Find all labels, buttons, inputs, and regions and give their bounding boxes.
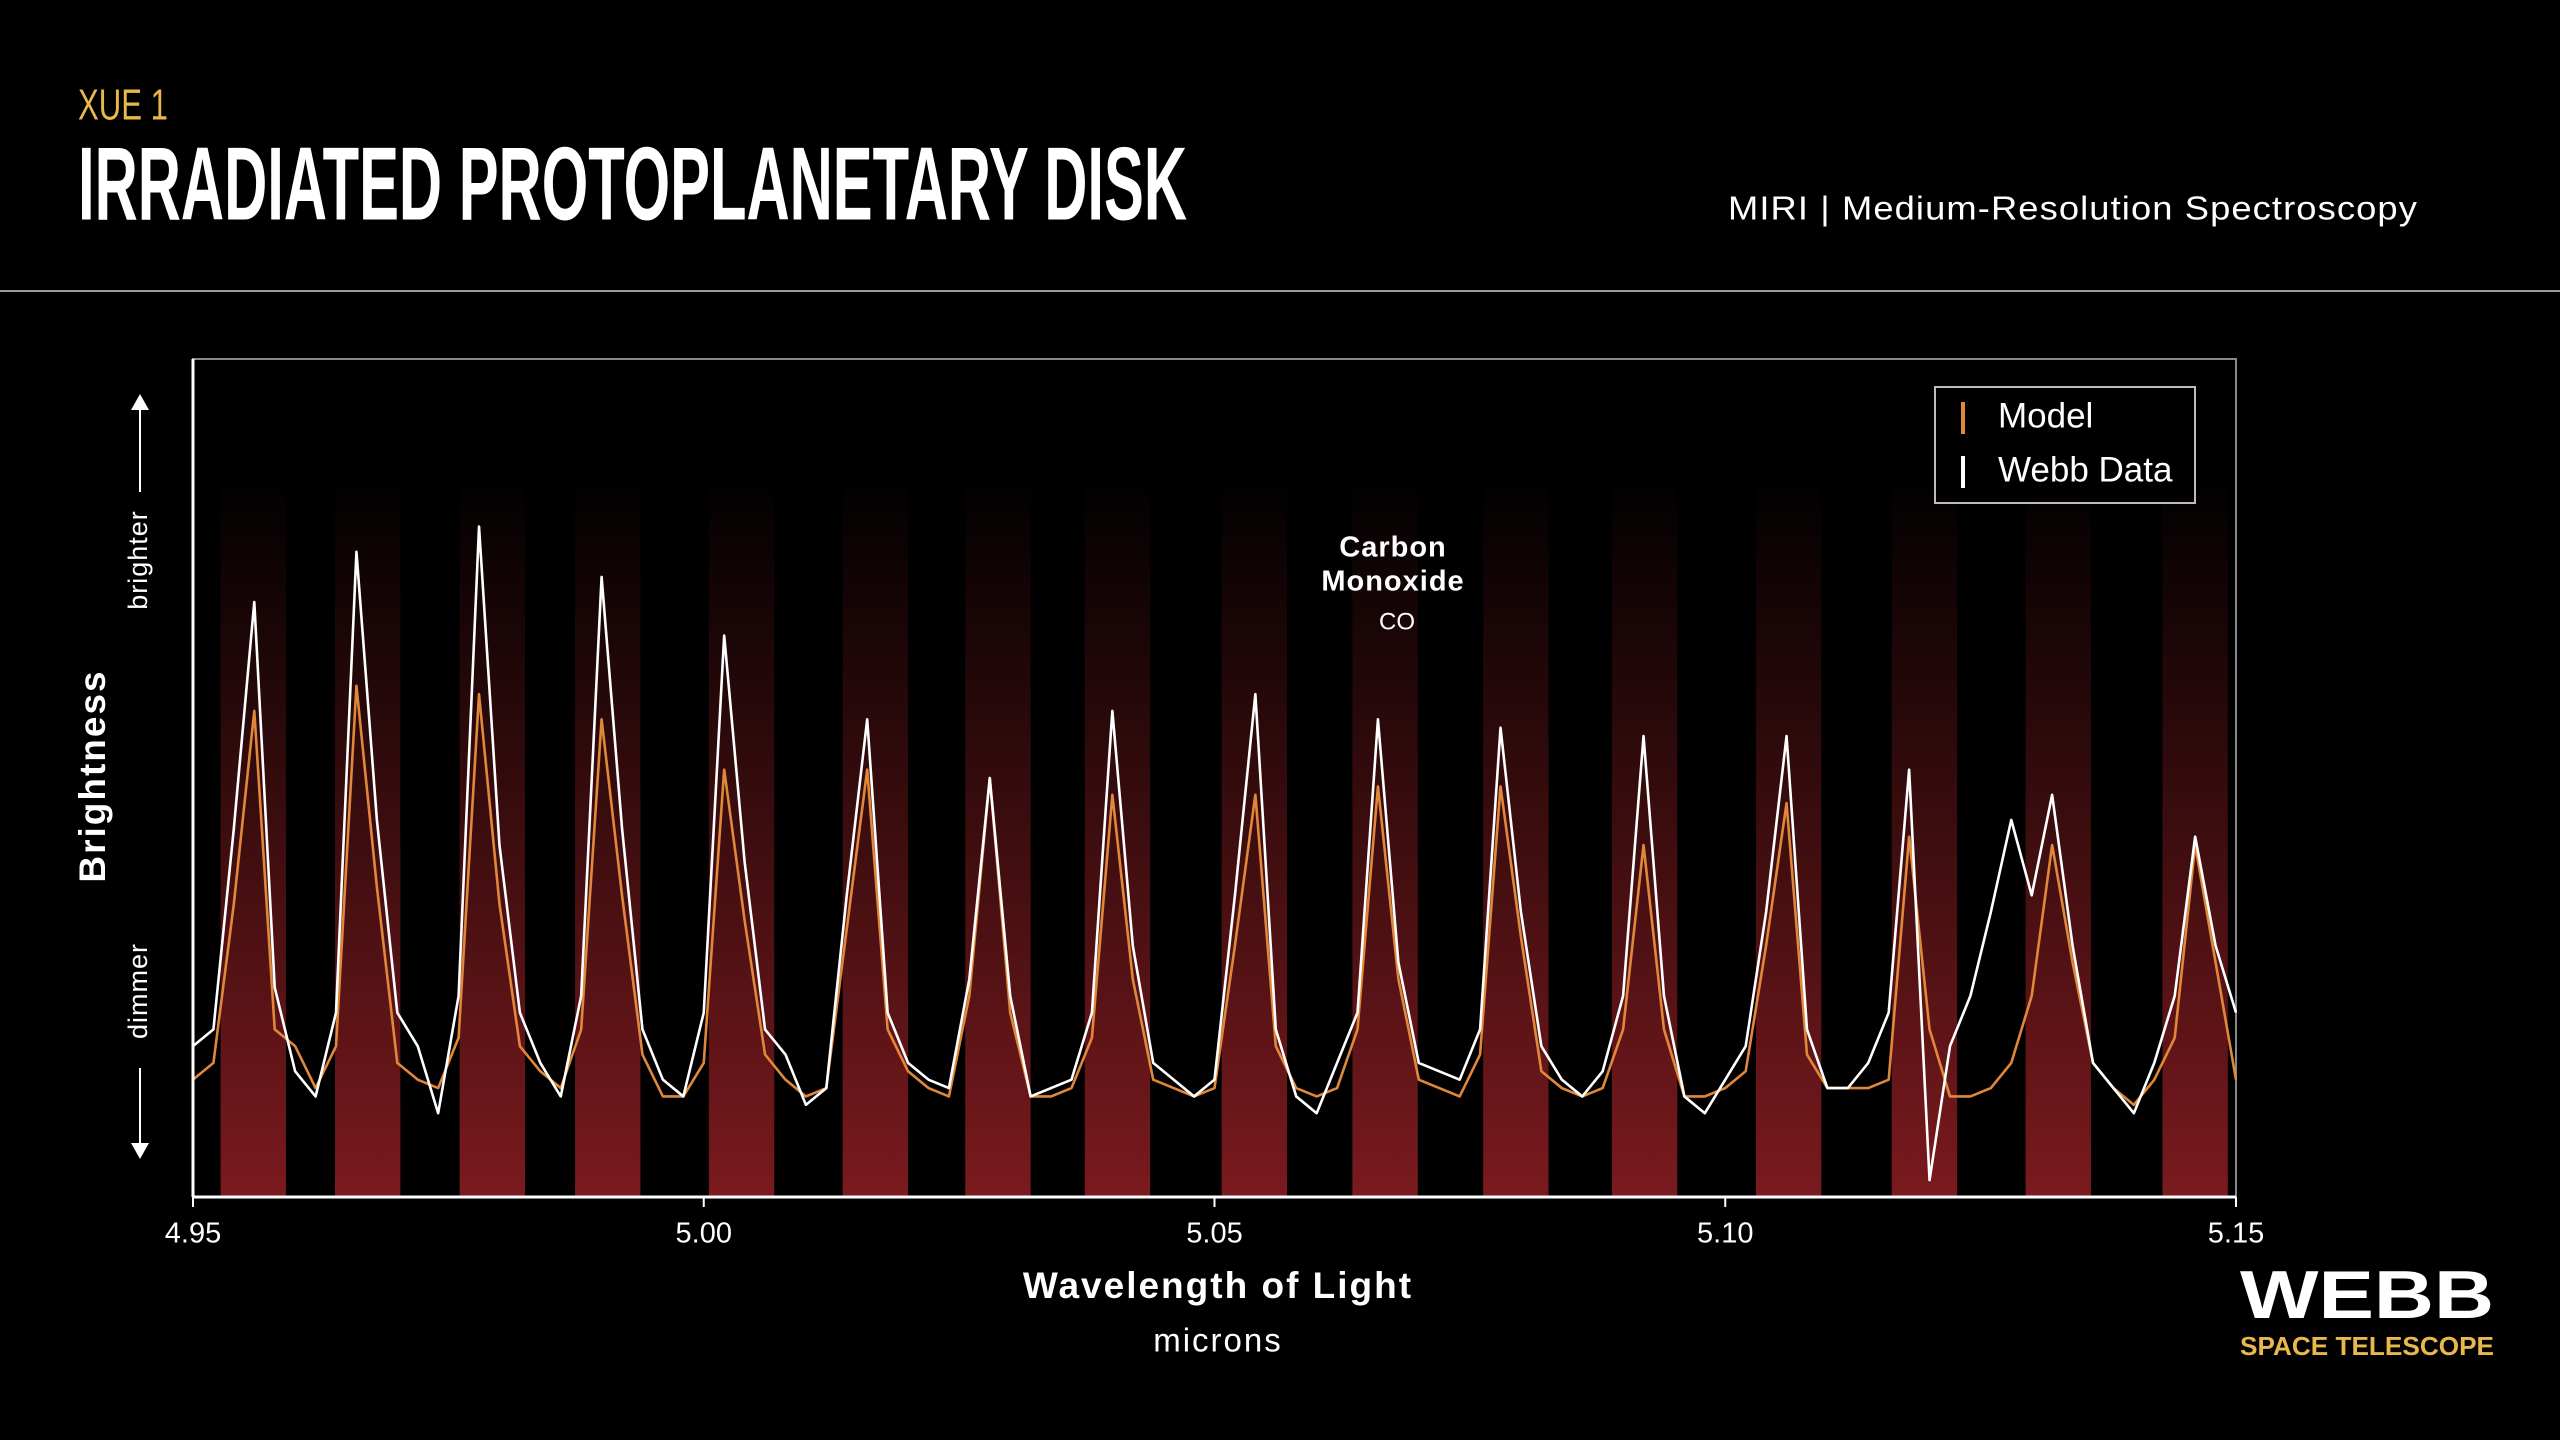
legend: Model Webb Data [1961, 396, 2173, 489]
highlight-band [965, 474, 1031, 1197]
x-ticks: 4.95 5.00 5.05 5.10 5.15 [165, 1197, 2264, 1250]
x-tick-label: 5.15 [2208, 1218, 2264, 1250]
logo-tagline: SPACE TELESCOPE [2240, 1331, 2494, 1361]
arrow-up-head [131, 394, 149, 410]
x-tick-label: 4.95 [165, 1218, 221, 1250]
logo-name: WEBB [2240, 1257, 2494, 1333]
highlight-band [220, 474, 286, 1197]
legend-box [1934, 386, 2196, 504]
series-lines [192, 525, 2238, 1182]
y-axis-label: Brightness [72, 669, 113, 882]
y-high-label: brighter [123, 510, 153, 610]
highlight-band [575, 474, 641, 1197]
y-low-label: dimmer [123, 943, 153, 1039]
arrow-down-head [131, 1143, 149, 1159]
x-tick-label: 5.00 [676, 1218, 732, 1250]
highlight-band [1611, 474, 1678, 1197]
highlight-band [1221, 474, 1288, 1197]
eyebrow: XUE 1 [78, 81, 168, 130]
x-tick-label: 5.05 [1186, 1218, 1242, 1250]
highlight-bands [220, 474, 2228, 1197]
x-axis-unit: microns [1153, 1322, 1283, 1359]
x-axis-label: Wavelength of Light [1023, 1265, 1413, 1306]
x-tick-label: 5.10 [1697, 1218, 1753, 1250]
series-line [192, 684, 2238, 1107]
legend-label: Model [1998, 396, 2093, 435]
annotation-formula: CO [1379, 608, 1415, 635]
annotation-line: Carbon [1339, 532, 1447, 564]
subtitle: MIRI | Medium-Resolution Spectroscopy [1728, 190, 2418, 227]
highlight-band [334, 474, 401, 1197]
legend-label: Webb Data [1998, 450, 2173, 489]
title: IRRADIATED PROTOPLANETARY DISK [78, 126, 1187, 242]
series-line [192, 525, 2238, 1182]
annotation-line: Monoxide [1321, 566, 1464, 598]
highlight-band [1352, 474, 1418, 1197]
